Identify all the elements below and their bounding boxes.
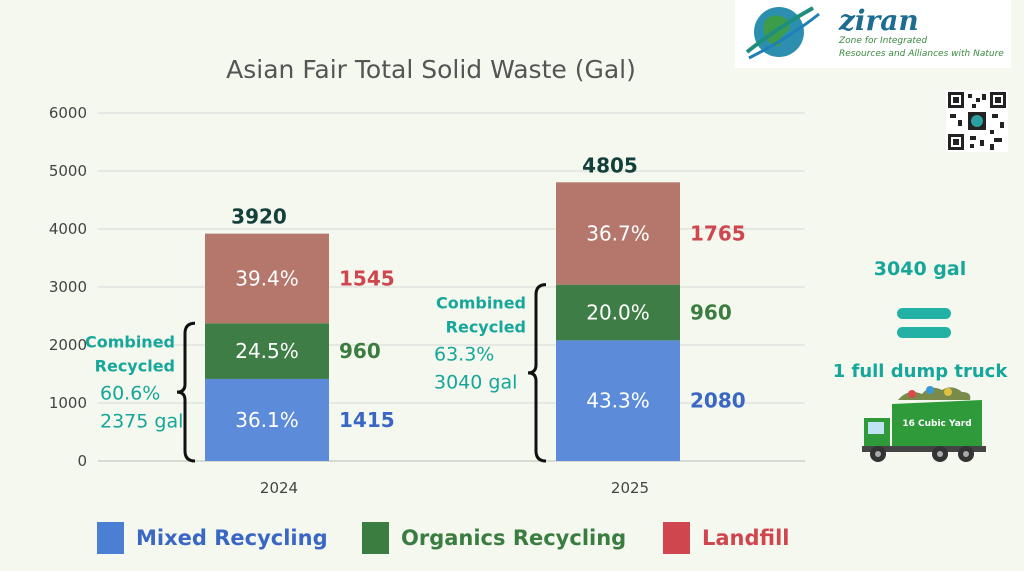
brace-icon — [176, 321, 196, 463]
legend-swatch-organics — [362, 522, 389, 554]
percent-label: 43.3% — [586, 389, 650, 413]
x-tick-label: 2025 — [611, 479, 649, 497]
legend-landfill: Landfill — [663, 522, 790, 554]
logo-tagline-1: Zone for Integrated — [838, 36, 927, 46]
bar-segment — [556, 182, 680, 285]
legend-organics-recycling: Organics Recycling — [362, 522, 626, 554]
value-label: 960 — [690, 301, 732, 325]
percent-label: 36.1% — [235, 408, 299, 432]
equivalent-description: 1 full dump truck — [832, 361, 1008, 382]
y-tick-label: 4000 — [49, 220, 87, 238]
y-tick-label: 6000 — [49, 104, 87, 122]
bars — [205, 182, 680, 461]
y-tick-label: 5000 — [49, 162, 87, 180]
total-label: 3920 — [231, 205, 287, 229]
y-tick-label: 2000 — [49, 336, 87, 354]
percent-label: 39.4% — [235, 266, 299, 290]
combined-title: Combined — [436, 294, 526, 313]
logo-name: ziran — [838, 4, 919, 37]
combined-gallons: 3040 gal — [434, 372, 517, 394]
value-label: 2080 — [690, 389, 746, 413]
value-label: 1415 — [339, 408, 395, 432]
legend-label-organics: Organics Recycling — [401, 526, 627, 550]
qr-pattern — [948, 92, 1006, 150]
bar-segment — [556, 340, 680, 461]
y-tick-label: 0 — [77, 452, 87, 470]
combined-recycled-annotations: Combined Recycled 60.6% 2375 gal Combined Rec… — [85, 283, 547, 463]
percent-label: 20.0% — [586, 301, 650, 325]
legend-swatch-landfill — [663, 522, 690, 554]
combined-title: Combined — [85, 332, 175, 351]
data-labels: 36.1% 1415 24.5% 960 39.4% 1545 3920 43.3% 2080 2… — [231, 153, 746, 432]
equivalent-volume: 3040 gal — [873, 258, 967, 280]
bar-segment — [556, 284, 680, 341]
bar-segment — [205, 323, 329, 379]
bar-segment — [205, 378, 329, 461]
equals-sign-top-bar — [897, 308, 951, 319]
combined-title-2: Recycled — [446, 318, 526, 337]
logo-tagline-2: Resources and Alliances with Nature — [839, 49, 1004, 59]
combined-percent: 63.3% — [434, 344, 494, 366]
legend-mixed-recycling: Mixed Recycling — [97, 522, 328, 554]
legend-swatch-mixed — [97, 522, 124, 554]
qr-code-icon[interactable] — [946, 90, 1008, 152]
globe-logo-icon: ziran Zone for Integrated Resources and … — [745, 4, 1004, 60]
equals-sign-bottom-bar — [897, 327, 951, 338]
dump-truck-icon: 16 Cubic Yard — [862, 386, 986, 462]
combined-gallons: 2375 gal — [100, 410, 183, 432]
x-tick-label: 2024 — [260, 479, 298, 497]
combined-percent: 60.6% — [100, 382, 160, 404]
y-tick-label: 3000 — [49, 278, 87, 296]
legend-label-mixed: Mixed Recycling — [136, 526, 328, 550]
percent-label: 36.7% — [586, 221, 650, 245]
y-axis: 0 1000 2000 3000 4000 5000 6000 — [49, 104, 87, 470]
value-label: 960 — [339, 339, 381, 363]
percent-label: 24.5% — [235, 339, 299, 363]
truck-label: 16 Cubic Yard — [902, 419, 971, 429]
brace-icon — [527, 283, 547, 463]
value-label: 1545 — [339, 266, 395, 290]
bar-segment — [205, 233, 329, 324]
total-label: 4805 — [582, 153, 638, 177]
value-label: 1765 — [690, 221, 746, 245]
combined-title-2: Recycled — [95, 356, 175, 375]
x-axis: 2024 2025 — [260, 479, 649, 497]
ziran-logo: ziran Zone for Integrated Resources and … — [735, 0, 1011, 68]
legend-label-landfill: Landfill — [702, 526, 790, 550]
chart-title: Asian Fair Total Solid Waste (Gal) — [226, 55, 636, 84]
y-tick-label: 1000 — [49, 394, 87, 412]
